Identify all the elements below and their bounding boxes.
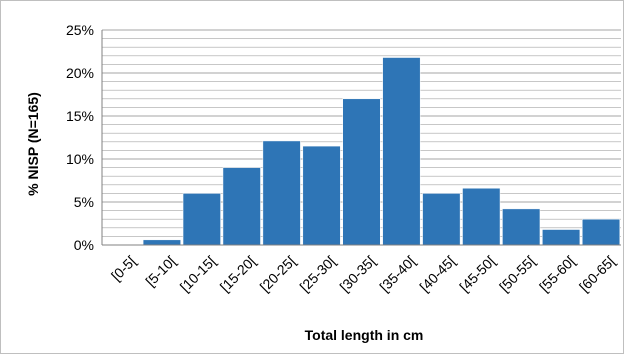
y-tick-label: 25% [66, 22, 94, 38]
bar [142, 239, 181, 246]
x-tick-label: [45-50[ [456, 253, 498, 295]
bar [462, 187, 501, 246]
y-tick-label: 15% [66, 108, 94, 124]
x-tick-label: [40-45[ [416, 253, 458, 295]
bar [582, 218, 621, 246]
x-tick-label: [10-15[ [177, 253, 219, 295]
bar [422, 193, 461, 246]
axes [101, 30, 621, 246]
bar [382, 57, 421, 246]
x-tick-label: [50-55[ [496, 253, 538, 295]
x-tick-label: [5-10[ [142, 253, 179, 290]
x-tick-label: [25-30[ [296, 253, 338, 295]
y-tick-label: 20% [66, 65, 94, 81]
x-tick-label: [60-65[ [576, 253, 618, 295]
x-axis-title: Total length in cm [305, 327, 424, 343]
x-tick-label: [30-35[ [336, 253, 378, 295]
y-tick-label: 10% [66, 151, 94, 167]
x-tick-label: [35-40[ [376, 253, 418, 295]
bar [302, 145, 341, 246]
x-tick-label: [15-20[ [217, 253, 259, 295]
bar [262, 140, 301, 246]
x-tick-label: [20-25[ [257, 253, 299, 295]
x-tick-label: [55-60[ [536, 253, 578, 295]
bar [502, 208, 541, 246]
y-tick-label: 5% [74, 194, 94, 210]
x-tick-labels: [0-5[[5-10[[10-15[[15-20[[20-25[[25-30[[… [108, 253, 618, 295]
x-tick-label: [0-5[ [108, 253, 139, 284]
bar [342, 98, 381, 246]
bar [542, 229, 581, 246]
bar [222, 167, 261, 246]
bars [142, 57, 621, 246]
y-tick-labels: 0% 5% 10% 15% 20% 25% [66, 22, 94, 253]
y-axis-title: % NISP (N=165) [25, 92, 41, 196]
bar [182, 193, 221, 246]
y-tick-label: 0% [74, 237, 94, 253]
